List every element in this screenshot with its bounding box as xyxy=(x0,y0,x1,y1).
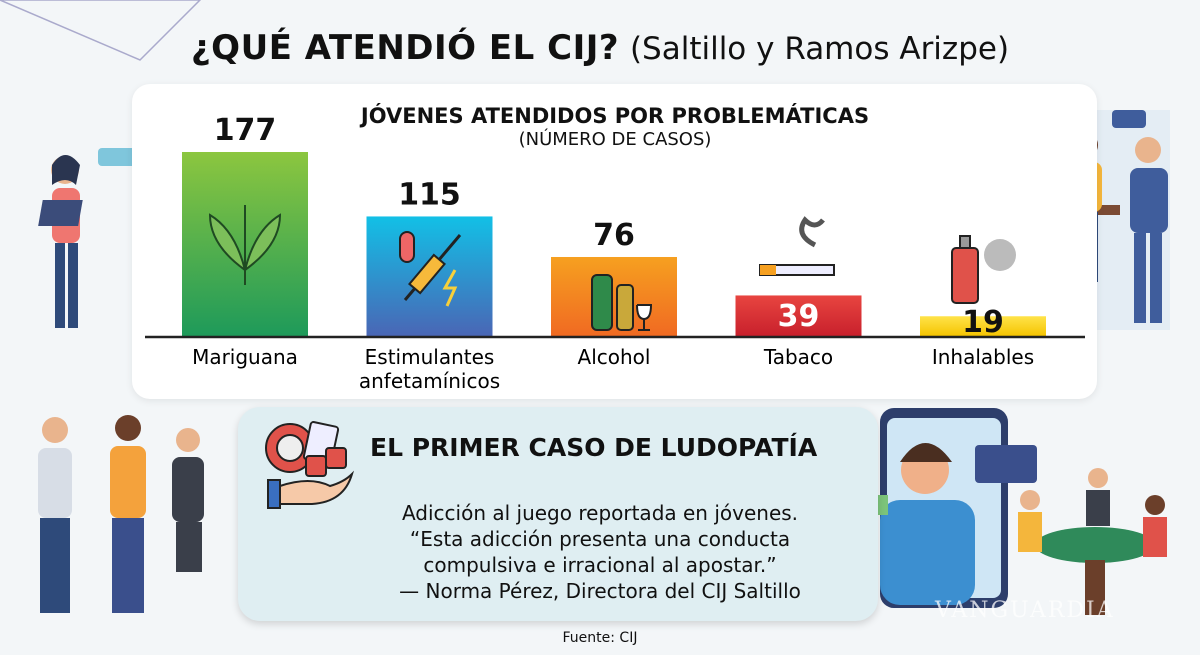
team-illustration xyxy=(38,415,204,613)
category-label: Alcohol xyxy=(578,345,651,369)
quote-line: Adicción al juego reportada en jóvenes. xyxy=(401,501,799,525)
category-label: Tabaco xyxy=(763,345,833,369)
chart-title: JÓVENES ATENDIDOS POR PROBLEMÁTICAS xyxy=(360,104,870,128)
casino-table-illustration xyxy=(1018,468,1167,615)
cannabis-leaf-icon xyxy=(208,205,282,285)
bar-tabaco xyxy=(735,295,862,336)
cigarette-icon xyxy=(759,216,835,276)
value-label: 19 xyxy=(962,305,1004,340)
title-bold: ¿QUÉ ATENDIÓ EL CIJ? xyxy=(190,28,620,68)
value-label: 177 xyxy=(214,113,277,148)
page-title: ¿QUÉ ATENDIÓ EL CIJ? (Saltillo y Ramos A… xyxy=(0,28,1200,68)
source-note: Fuente: CIJ xyxy=(562,630,638,646)
bar-inhalables xyxy=(920,316,1046,336)
gambler-phone-illustration xyxy=(850,408,1037,608)
category-label: anfetamínicos xyxy=(359,369,500,393)
pills-syringe-icon xyxy=(399,231,462,307)
quote-line: “Esta adicción presenta una conducta xyxy=(409,527,791,551)
chart-subtitle: (NÚMERO DE CASOS) xyxy=(518,129,712,150)
value-label: 39 xyxy=(778,299,820,334)
ludopatia-card xyxy=(238,407,878,621)
watermark-logo: VANGUARDIA xyxy=(935,598,1115,623)
category-label: Estimulantes xyxy=(365,345,495,369)
gambling-chips-dice-hand-icon xyxy=(265,421,355,509)
title-light: (Saltillo y Ramos Arizpe) xyxy=(629,31,1010,67)
woman-laptop-illustration xyxy=(38,148,136,328)
ludopatia-quote: Adicción al juego reportada en jóvenes. … xyxy=(340,500,860,604)
ludopatia-title: EL PRIMER CASO DE LUDOPATÍA xyxy=(370,433,818,462)
quote-line: compulsiva e irracional al apostar.” xyxy=(423,553,777,577)
spray-can-icon xyxy=(951,235,1016,304)
quote-attribution: — Norma Pérez, Directora del CIJ Saltill… xyxy=(399,579,801,603)
bottles-wine-icon xyxy=(591,274,653,331)
bar-alcohol xyxy=(551,256,677,336)
value-label: 76 xyxy=(593,218,635,253)
value-label: 115 xyxy=(398,177,461,212)
category-label: Mariguana xyxy=(192,345,298,369)
bar-chart: 177 Mariguana 115 Estimulantesanfetamínicos… xyxy=(145,113,1085,393)
category-label: Inhalables xyxy=(932,345,1034,369)
